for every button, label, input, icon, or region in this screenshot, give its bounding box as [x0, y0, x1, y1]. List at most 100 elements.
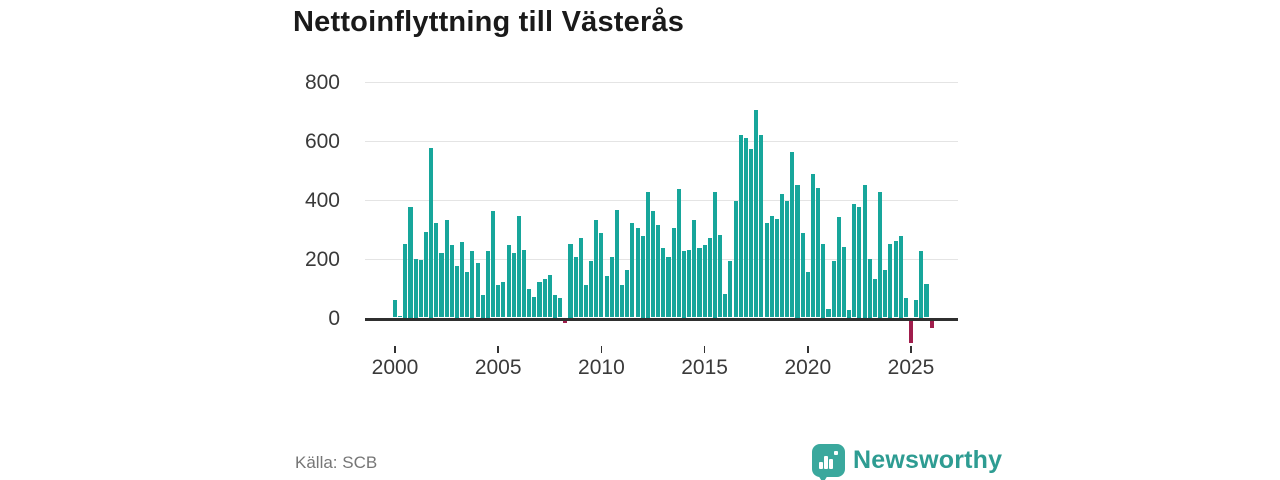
bar-2008-q2 [563, 320, 568, 324]
bar-2017-q4 [759, 134, 764, 318]
bar-2019-q1 [785, 200, 790, 318]
x-tick-2020 [807, 346, 809, 353]
bar-2024-q2 [893, 240, 898, 318]
bar-2014-q3 [692, 220, 697, 318]
source-label: Källa: SCB [295, 453, 378, 472]
bar-2015-q1 [702, 245, 707, 318]
bar-2024-q4 [903, 298, 908, 318]
bar-2017-q3 [754, 109, 759, 318]
bar-2019-q2 [790, 152, 795, 318]
gridline-400 [365, 199, 958, 202]
bar-2006-q3 [527, 289, 532, 318]
bar-2024-q3 [898, 236, 903, 318]
bar-2004-q2 [480, 295, 485, 318]
bar-2010-q4 [614, 209, 619, 318]
bar-2000-q3 [403, 243, 408, 318]
bar-2023-q2 [872, 279, 877, 318]
bar-2018-q3 [774, 218, 779, 318]
bar-2015-q4 [718, 234, 723, 318]
bar-2000-q2 [398, 316, 403, 318]
bar-2005-q1 [496, 285, 501, 318]
bar-chart-glyph-icon [819, 452, 839, 469]
bar-2023-q4 [883, 270, 888, 318]
bar-2007-q4 [552, 295, 558, 318]
bar-2020-q1 [805, 271, 810, 318]
bar-2021-q3 [836, 217, 841, 318]
bar-2021-q1 [826, 308, 831, 318]
bar-2012-q2 [645, 192, 650, 318]
bar-2011-q3 [630, 223, 635, 318]
bar-2005-q3 [506, 245, 511, 318]
bar-2024-q1 [888, 243, 893, 318]
newsworthy-logo-icon [812, 444, 845, 477]
bar-2016-q4 [738, 134, 743, 318]
bar-2017-q1 [743, 137, 748, 318]
bar-2008-q3 [568, 243, 573, 318]
bar-2026-q1 [929, 320, 934, 328]
y-tick-label-400: 400 [304, 188, 340, 212]
y-tick-label-600: 600 [304, 129, 340, 153]
bar-2013-q1 [661, 248, 666, 318]
bar-2007-q1 [537, 282, 542, 318]
bar-2015-q3 [712, 192, 717, 318]
gridline-800 [365, 81, 958, 84]
bar-2019-q4 [800, 233, 805, 318]
bar-2008-q4 [573, 257, 578, 318]
bar-2025-q4 [924, 283, 929, 318]
bar-2022-q2 [852, 203, 857, 318]
bar-2002-q2 [439, 252, 444, 318]
gridline-600 [365, 140, 958, 143]
bar-2016-q3 [733, 200, 738, 318]
bar-2004-q3 [485, 251, 490, 318]
x-tick-label-2015: 2015 [681, 356, 728, 379]
bar-2002-q4 [449, 245, 454, 318]
bar-2022-q1 [847, 310, 852, 318]
bar-2018-q4 [780, 193, 785, 318]
bar-2004-q1 [475, 262, 480, 318]
x-tick-label-2005: 2005 [474, 356, 522, 379]
bar-2007-q2 [542, 279, 547, 318]
bar-2004-q4 [491, 211, 496, 318]
bar-2025-q1 [909, 320, 914, 343]
y-tick-label-800: 800 [304, 70, 340, 94]
bar-2000-q1 [393, 299, 398, 318]
bar-2006-q4 [532, 296, 537, 318]
bar-2005-q2 [501, 282, 506, 318]
bar-2010-q1 [599, 233, 604, 318]
bar-2023-q1 [867, 258, 872, 318]
bar-2022-q3 [857, 206, 862, 318]
x-tick-2025 [910, 346, 912, 353]
y-tick-label-0: 0 [328, 306, 340, 330]
plot-area: 2000 2005 2010 2015 2020 2025 [365, 81, 958, 384]
bar-2013-q3 [671, 227, 676, 318]
bar-2003-q3 [465, 271, 470, 318]
x-tick-2000 [394, 346, 396, 353]
x-tick-label-2000: 2000 [371, 356, 419, 379]
x-tick-label-2020: 2020 [784, 356, 832, 379]
bar-2003-q4 [470, 251, 475, 318]
bar-2019-q3 [795, 184, 800, 318]
x-tick-2015 [703, 346, 706, 353]
bar-2010-q3 [609, 257, 614, 318]
bar-2020-q2 [810, 174, 816, 318]
bar-2005-q4 [511, 252, 516, 318]
bar-2014-q4 [697, 248, 702, 318]
bar-2023-q3 [878, 192, 883, 318]
bar-2016-q1 [723, 293, 728, 318]
bar-2002-q1 [434, 223, 439, 318]
bar-2021-q4 [841, 246, 846, 318]
bar-2002-q3 [444, 220, 449, 318]
bar-2007-q3 [547, 274, 552, 318]
bar-2011-q4 [635, 227, 640, 318]
y-axis-labels: 0 200 400 600 800 [282, 71, 354, 374]
bar-2017-q2 [749, 149, 754, 318]
bar-2001-q3 [423, 231, 429, 318]
bar-2022-q4 [862, 184, 867, 318]
bar-2008-q1 [558, 298, 563, 318]
bar-2009-q2 [583, 285, 588, 318]
bar-2025-q2 [914, 299, 919, 318]
bar-2018-q1 [764, 223, 769, 318]
x-axis-line [365, 317, 958, 321]
brand-wordmark: Newsworthy [853, 446, 1003, 474]
